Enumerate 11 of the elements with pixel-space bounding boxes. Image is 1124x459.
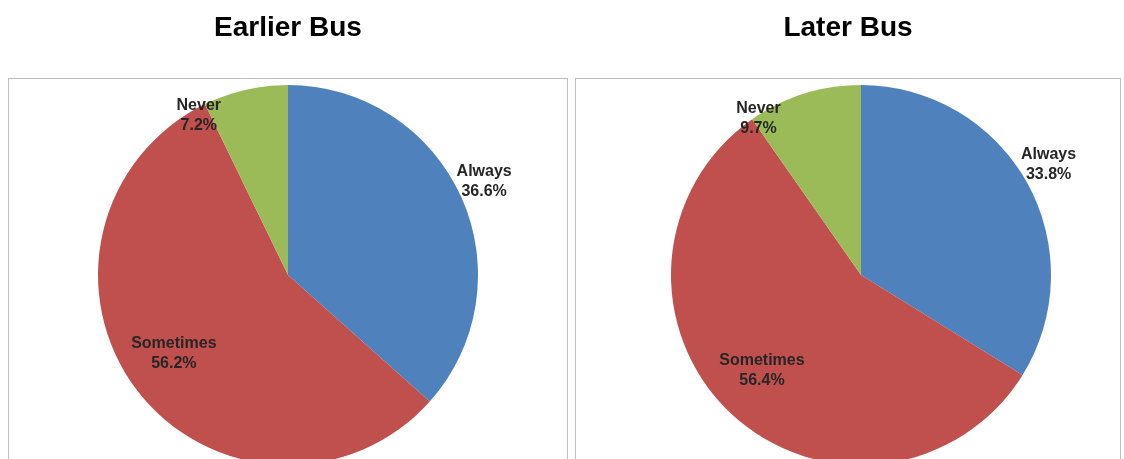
slice-label: Always <box>1021 144 1077 162</box>
slice-label: Sometimes <box>719 351 805 369</box>
data-label: 33.8% <box>1025 164 1072 182</box>
data-label: 56.4% <box>739 371 785 389</box>
chart-title: Earlier Bus <box>213 10 363 44</box>
data-label: 56.2% <box>151 354 197 372</box>
chart-title: Later Bus <box>782 10 914 44</box>
data-label: 36.6% <box>461 181 507 199</box>
slice-label: Sometimes <box>131 334 217 352</box>
data-label: 7.2% <box>180 115 218 133</box>
slice-label: Always <box>456 161 512 179</box>
